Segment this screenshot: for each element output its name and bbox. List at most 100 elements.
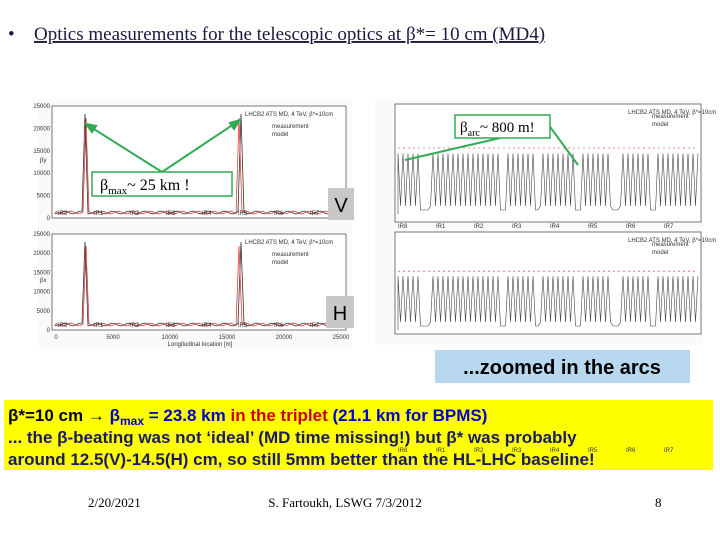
beta-max-box bbox=[91, 171, 233, 197]
bullet: • bbox=[8, 24, 15, 45]
summary-box bbox=[4, 400, 713, 470]
x-tick-label: 5000 bbox=[106, 335, 120, 341]
legend-entry: model bbox=[652, 250, 668, 256]
ir-label: IR2 bbox=[474, 448, 484, 454]
ir-label: IR2 bbox=[130, 323, 140, 329]
legend-entry: measurement bbox=[272, 252, 309, 258]
legend-entry: measurement bbox=[652, 242, 689, 248]
beta-max-callout: βmax~ 25 km ! bbox=[100, 177, 190, 197]
x-tick-label: 25000 bbox=[333, 335, 350, 341]
ir-label: IR8 bbox=[398, 448, 408, 454]
subscript: max bbox=[108, 185, 127, 197]
summary: β*=10 cm → βmax = 23.8 km in the triplet… bbox=[8, 406, 595, 469]
summary-segment: β bbox=[110, 406, 120, 425]
ir-label: IR4 bbox=[550, 224, 560, 230]
y-tick-label: 25000 bbox=[33, 104, 50, 110]
ir-label: IR8 bbox=[58, 211, 68, 217]
curve bbox=[397, 276, 699, 330]
footer-author: S. Fartoukh, LSWG 7/3/2012 bbox=[268, 495, 421, 510]
beta-arc-callout: βarc~ 800 m! bbox=[460, 120, 535, 139]
summary-segment: max bbox=[120, 414, 144, 428]
summary-line: around 12.5(V)-14.5(H) cm, so still 5mm … bbox=[8, 450, 595, 469]
symbol: β bbox=[100, 177, 108, 194]
y-tick-label: 25000 bbox=[33, 232, 50, 238]
footer-date: 2/20/2021 bbox=[88, 495, 141, 510]
ir-label: IR4 bbox=[202, 323, 212, 329]
y-tick-label: 10000 bbox=[33, 171, 50, 177]
zoom-caption-box bbox=[435, 350, 690, 383]
beta-arc-box bbox=[454, 114, 551, 139]
ir-label: IR6 bbox=[274, 211, 284, 217]
v-box bbox=[328, 188, 354, 220]
subscript: arc bbox=[468, 128, 481, 139]
summary-line: ... the β-beating was not ‘ideal’ (MD ti… bbox=[8, 428, 577, 447]
curve bbox=[55, 245, 342, 327]
summary-segment: around 12.5(V)-14.5(H) cm, so still 5mm … bbox=[8, 450, 595, 469]
ir-label: IR3 bbox=[512, 224, 522, 230]
legend-entry: measurement bbox=[272, 124, 309, 130]
y-tick-label: 0 bbox=[47, 216, 51, 222]
x-axis-label: Longitudinal location [m] bbox=[168, 342, 233, 348]
ir-label: IR5 bbox=[238, 211, 248, 217]
legend-entry: model bbox=[272, 132, 288, 138]
slide-title: Optics measurements for the telescopic o… bbox=[34, 24, 545, 45]
y-tick-label: 20000 bbox=[33, 251, 50, 257]
curve bbox=[55, 117, 342, 215]
summary-segment: (21.1 km for BPMS) bbox=[332, 406, 487, 425]
ir-label: IR1 bbox=[436, 448, 446, 454]
legend-entry: measurement bbox=[652, 114, 689, 120]
y-tick-label: 15000 bbox=[33, 270, 50, 276]
symbol: β bbox=[460, 120, 468, 136]
ir-label: IR5 bbox=[238, 323, 248, 329]
y-tick-label: 0 bbox=[47, 328, 51, 334]
value-text: ~ 800 m! bbox=[480, 120, 535, 136]
ir-label: IR5 bbox=[588, 448, 598, 454]
curve bbox=[54, 113, 344, 215]
ir-label: IR6 bbox=[626, 224, 636, 230]
summary-line: β*=10 cm → βmax = 23.8 km in the triplet… bbox=[8, 406, 487, 428]
ir-label: IR7 bbox=[664, 224, 674, 230]
h-box bbox=[326, 296, 354, 328]
summary-segment: β*=10 cm → bbox=[8, 406, 110, 425]
ir-label: IR7 bbox=[310, 323, 320, 329]
plot-title: LHCB2 ATS MD, 4 TeV, β*=10cm bbox=[628, 110, 716, 116]
x-tick-label: 15000 bbox=[219, 335, 236, 341]
footer-page: 8 bbox=[655, 495, 662, 510]
x-tick-label: 10000 bbox=[162, 335, 179, 341]
ir-label: IR7 bbox=[310, 211, 320, 217]
ir-label: IR4 bbox=[550, 448, 560, 454]
h-label: H bbox=[333, 303, 347, 325]
x-tick-label: 0 bbox=[54, 335, 58, 341]
ir-label: IR6 bbox=[626, 448, 636, 454]
value-text: ~ 25 km ! bbox=[127, 177, 189, 194]
ir-label: IR5 bbox=[588, 224, 598, 230]
summary-segment: ... the β-beating was not ‘ideal’ (MD ti… bbox=[8, 428, 577, 447]
ir-label: IR8 bbox=[58, 323, 68, 329]
plot-curves bbox=[54, 113, 699, 330]
ir-label: IR1 bbox=[436, 224, 446, 230]
ir-label: IR6 bbox=[274, 323, 284, 329]
ir-label: IR2 bbox=[130, 211, 140, 217]
zoom-caption: ...zoomed in the arcs bbox=[463, 357, 661, 379]
y-tick-label: 10000 bbox=[33, 290, 50, 296]
ir-label: IR8 bbox=[398, 224, 408, 230]
left-bottom-frame bbox=[51, 233, 347, 331]
plot-title: LHCB2 ATS MD, 4 TeV, β*=10cm bbox=[628, 238, 716, 244]
legend-entry: model bbox=[272, 260, 288, 266]
summary-segment: = 23.8 km bbox=[144, 406, 230, 425]
left-top-frame bbox=[51, 105, 347, 219]
y-tick-label: 5000 bbox=[37, 194, 51, 200]
v-label: V bbox=[334, 195, 348, 217]
curve bbox=[54, 241, 344, 327]
plot-title: LHCB2 ATS MD, 4 TeV, β*=10cm bbox=[245, 240, 333, 246]
ir-label: IR3 bbox=[512, 448, 522, 454]
legend-entry: model bbox=[652, 122, 668, 128]
y-axis-label: βy bbox=[40, 158, 46, 164]
ir-label: IR2 bbox=[474, 224, 484, 230]
x-tick-label: 20000 bbox=[276, 335, 293, 341]
plot-title: LHCB2 ATS MD, 4 TeV, β*=10cm bbox=[245, 112, 333, 118]
summary-segment: in the triplet bbox=[230, 406, 332, 425]
ir-label: IR3 bbox=[166, 323, 176, 329]
ir-label: IR1 bbox=[94, 323, 104, 329]
